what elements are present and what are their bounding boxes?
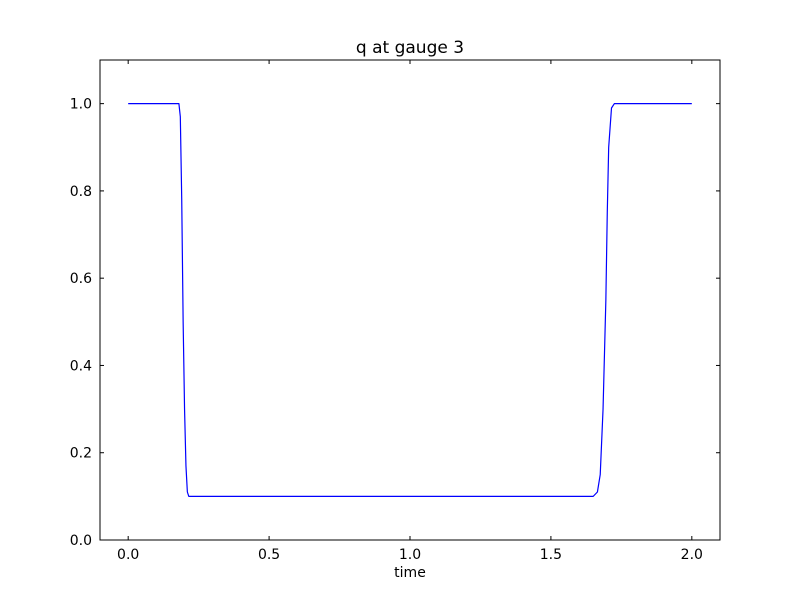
y-tick-label: 0.6 (70, 271, 92, 287)
x-tick-label: 1.5 (540, 547, 562, 563)
series-line-0 (128, 103, 692, 497)
y-tick-label: 1.0 (70, 97, 92, 113)
x-tick-label: 0.0 (117, 547, 139, 563)
x-tick-label: 0.5 (258, 547, 280, 563)
x-tick-label: 1.0 (399, 547, 421, 563)
y-tick-label: 0.4 (70, 358, 92, 374)
x-tick-label: 2.0 (681, 547, 703, 563)
plot-frame (99, 59, 721, 541)
y-tick-label: 0.0 (70, 533, 92, 549)
x-axis-label: time (394, 565, 426, 581)
chart-title: q at gauge 3 (356, 38, 464, 58)
y-tick-label: 0.2 (70, 446, 92, 462)
y-tick-label: 0.8 (70, 184, 92, 200)
